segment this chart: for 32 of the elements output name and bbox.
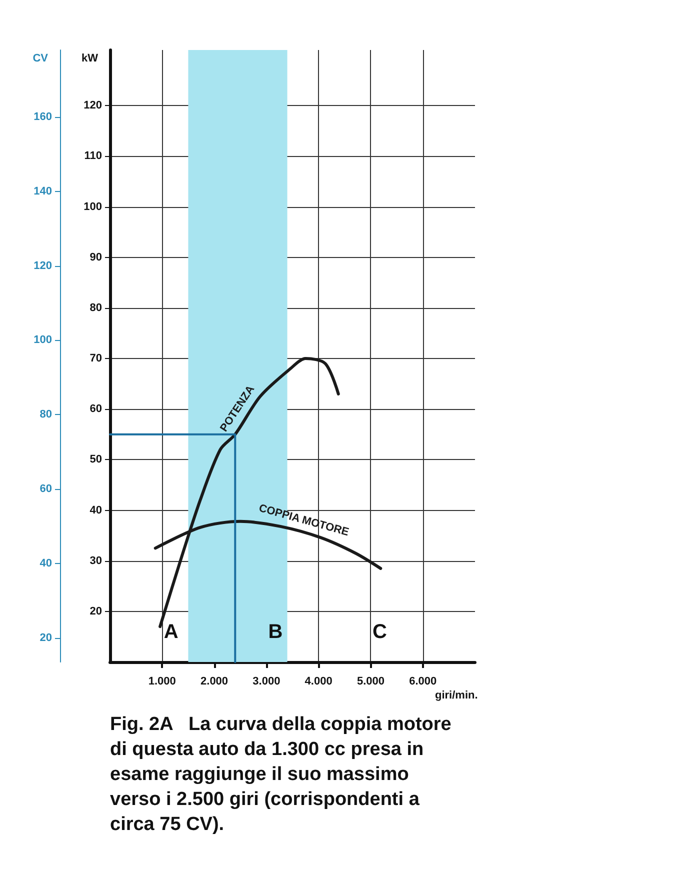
y-tick-label: 30 bbox=[90, 554, 102, 567]
y2-tick-label: 80 bbox=[40, 408, 52, 421]
y2-tick-label: 120 bbox=[34, 260, 52, 272]
y2-tick-label: 140 bbox=[34, 185, 52, 198]
x-tick-label: 6.000 bbox=[409, 676, 437, 688]
y2-tick-label: 60 bbox=[40, 483, 52, 496]
y-tick-label: 120 bbox=[84, 100, 102, 112]
y-tick-label: 40 bbox=[90, 504, 102, 516]
y-tick-label: 20 bbox=[90, 605, 102, 618]
y-tick-label: 50 bbox=[90, 454, 102, 466]
caption: Fig. 2A La curva della coppia motore di questa auto da 1.300 cc presa in esame raggiunge il suo massimo verso i 2.500 giri (corrispondenti a circa 75 CV). bbox=[110, 714, 457, 835]
y-tick-label: 110 bbox=[84, 150, 102, 162]
y-tick-label: 100 bbox=[84, 200, 102, 213]
y2-tick-label: 20 bbox=[40, 632, 52, 644]
y-axis-title: kW bbox=[82, 52, 99, 64]
x-tick-label: 5.000 bbox=[356, 676, 384, 688]
y-tick-label: 80 bbox=[90, 302, 102, 314]
y-tick-label: 70 bbox=[90, 352, 102, 365]
y-tick-label: 90 bbox=[90, 251, 102, 264]
y-tick-label: 60 bbox=[90, 403, 102, 416]
x-tick-label: 4.000 bbox=[304, 676, 332, 688]
x-tick-label: 2.000 bbox=[200, 676, 228, 688]
y2-axis-title: CV bbox=[32, 52, 49, 64]
y2-tick-label: 40 bbox=[40, 557, 52, 570]
annotation: C bbox=[372, 621, 387, 643]
annotation: A bbox=[164, 621, 178, 643]
x-tick-label: 1.000 bbox=[148, 676, 176, 688]
y2-tick-label: 100 bbox=[34, 334, 52, 346]
y2-tick-label: 160 bbox=[34, 110, 52, 123]
annotation: B bbox=[268, 621, 283, 643]
x-tick-label: 3.000 bbox=[252, 676, 280, 688]
x-axis-title: giri/min. bbox=[435, 690, 478, 702]
